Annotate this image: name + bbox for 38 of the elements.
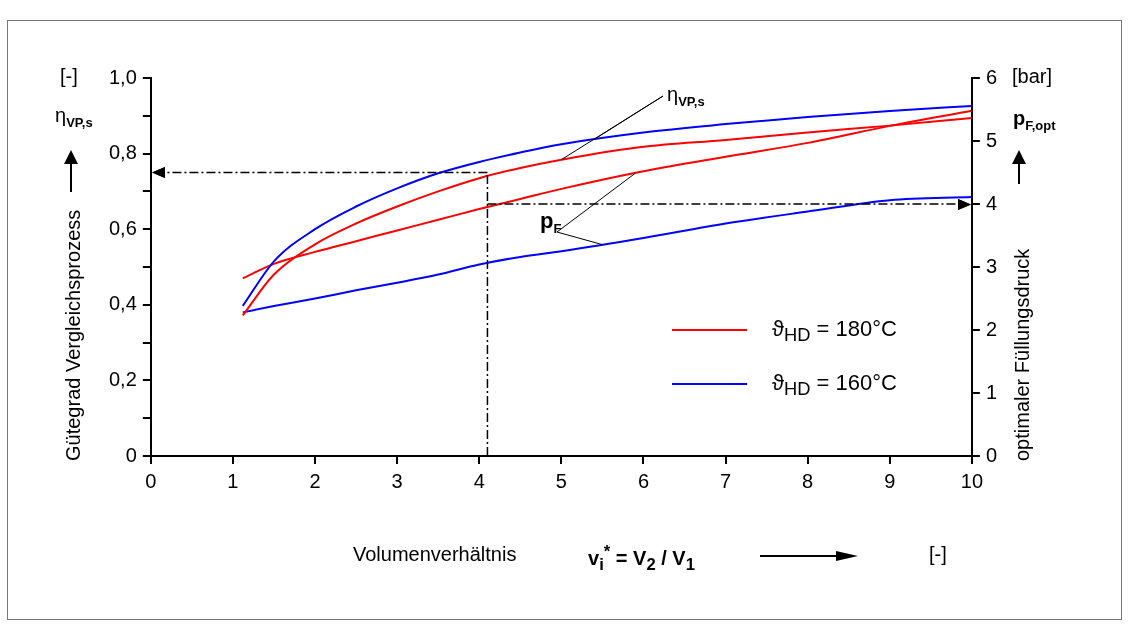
annotation: η$_{VP,s}$	[667, 83, 705, 109]
y-tick-label: 0	[125, 443, 137, 466]
x-tick-label: 5	[555, 469, 567, 492]
text: [bar]	[1012, 65, 1053, 87]
y2-tick-label: 0	[985, 443, 997, 466]
x-tick-label: 6	[637, 469, 650, 492]
x-tick-label: 1	[227, 469, 239, 492]
y2-axis-title: optimaler Füllungsdruck	[1010, 248, 1033, 461]
annotation: p$_{F}$	[540, 208, 562, 237]
x-tick-label: 9	[884, 469, 896, 492]
y2-tick-label: 3	[985, 254, 997, 277]
x-tick-label: 2	[309, 469, 321, 492]
text: p$_{F,opt}$	[1013, 107, 1056, 133]
y-tick-label: 0,6	[108, 216, 137, 239]
text: [-]	[60, 65, 78, 87]
line-series	[241, 196, 972, 314]
text: η$_{VP,s}$	[55, 104, 93, 130]
x-tick-label: 8	[802, 469, 814, 492]
y2-tick-label: 5	[985, 128, 997, 151]
x-tick-label: 10	[960, 469, 983, 492]
y2-tick-label: 4	[985, 191, 997, 214]
text: v$_{i}$$^{*}$ = V$_{2}$ / V$_{1}$	[588, 542, 695, 574]
y2-tick-label: 2	[985, 317, 997, 340]
y-tick-label: 0,4	[108, 292, 137, 315]
x-tick-label: 0	[145, 469, 157, 492]
legend-label: ϑ$_{HD}$ = 180°C	[771, 316, 897, 346]
y-tick-label: 1,0	[108, 65, 137, 88]
text: [-]	[929, 543, 947, 565]
y-axis-title: Gütegrad Vergleichsprozess	[62, 209, 84, 461]
y-tick-label: 0,8	[108, 141, 137, 164]
y2-tick-label: 1	[985, 380, 997, 403]
y-tick-label: 0,2	[108, 367, 137, 390]
x-tick-label: 3	[391, 469, 403, 492]
x-tick-label: 4	[473, 469, 485, 492]
y2-tick-label: 6	[985, 65, 997, 88]
legend-label: ϑ$_{HD}$ = 160°C	[771, 370, 897, 400]
x-tick-label: 7	[719, 469, 732, 492]
x-axis-title: Volumenverhältnis	[353, 543, 517, 565]
